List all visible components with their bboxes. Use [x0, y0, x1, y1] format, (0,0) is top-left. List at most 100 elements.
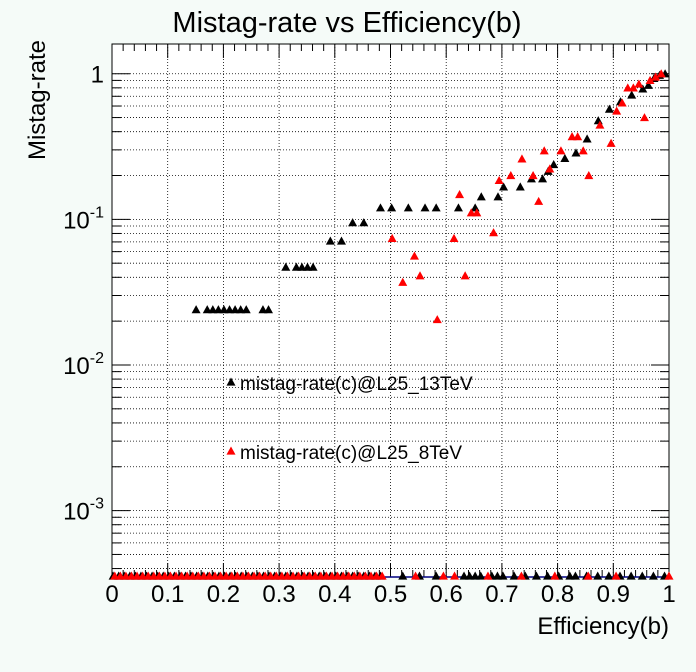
zero-marker: [583, 571, 593, 580]
data-point: [628, 83, 638, 92]
data-point: [617, 98, 627, 107]
zero-marker: [531, 571, 541, 580]
data-point: [643, 80, 653, 89]
data-point: [539, 146, 549, 155]
data-point: [281, 262, 291, 271]
x-tick-label: 0.4: [318, 581, 351, 608]
y-tick-label: 10-2: [63, 350, 104, 380]
y-tick-label: 10-3: [63, 496, 104, 526]
legend-label: mistag-rate(c)@L25_8TeV: [240, 443, 462, 464]
data-point: [489, 228, 499, 237]
data-point: [415, 271, 425, 280]
data-point: [472, 208, 482, 217]
data-point: [528, 171, 538, 180]
x-tick-label: 0.3: [262, 581, 295, 608]
data-point: [573, 132, 583, 141]
data-point: [604, 104, 614, 113]
data-point: [455, 190, 465, 199]
data-point: [398, 277, 408, 286]
zero-marker: [431, 571, 441, 580]
data-point: [612, 106, 622, 115]
data-point: [387, 233, 397, 242]
data-point: [325, 236, 335, 245]
y-axis-label: Mistag-rate: [24, 40, 51, 160]
data-point: [639, 113, 649, 122]
zero-marker: [611, 571, 621, 580]
x-tick-label: 0.6: [430, 581, 463, 608]
data-point: [403, 203, 413, 212]
data-point: [534, 196, 544, 205]
zero-marker: [450, 571, 460, 580]
zero-marker: [509, 571, 519, 580]
data-point: [241, 305, 251, 314]
zero-marker: [483, 571, 493, 580]
data-point: [348, 218, 358, 227]
zero-marker: [664, 571, 674, 580]
legend-label: mistag-rate(c)@L25_13TeV: [240, 374, 473, 395]
x-tick-label: 0.8: [541, 581, 574, 608]
data-point: [584, 171, 594, 180]
data-point: [634, 79, 644, 88]
zero-marker: [476, 571, 486, 580]
data-point: [420, 203, 430, 212]
zero-marker: [570, 571, 580, 580]
data-point: [638, 84, 648, 93]
data-point: [409, 251, 419, 260]
data-point: [460, 271, 470, 280]
data-point: [545, 164, 555, 173]
zero-marker: [398, 571, 408, 580]
x-tick-label: 0.7: [485, 581, 518, 608]
x-tick-label: 0.2: [207, 581, 240, 608]
axes: 0 0.1 0.2 0.3 0.4 0.5 0.6 0.7 0.8 0.9 1 10-3 10-2 10-…: [63, 44, 676, 608]
data-point: [515, 182, 525, 191]
grid: [112, 44, 669, 577]
data-point: [549, 160, 559, 169]
zero-marker: [648, 571, 658, 580]
zero-marker: [377, 571, 387, 580]
data-point: [449, 233, 459, 242]
zero-marker: [411, 571, 421, 580]
x-tick-label: 0.5: [374, 581, 407, 608]
y-tick-label: 10-1: [63, 204, 104, 234]
x-tick-label: 0: [105, 581, 118, 608]
data-point: [560, 153, 570, 163]
data-point: [432, 315, 442, 324]
data-point: [651, 72, 661, 81]
zero-marker: [516, 571, 526, 580]
data-point: [264, 305, 274, 314]
x-tick-label: 0.9: [597, 581, 630, 608]
data-point: [431, 203, 441, 212]
zero-marker: [637, 571, 647, 580]
data-point: [517, 154, 527, 163]
data-point: [336, 236, 346, 245]
zero-marker: [593, 571, 603, 580]
data-point: [387, 203, 397, 212]
zero-marker: [626, 571, 636, 580]
data-point: [627, 90, 637, 99]
data-point: [493, 192, 503, 201]
data-point: [499, 182, 509, 191]
x-tick-label: 1: [662, 581, 675, 608]
data-point: [556, 146, 566, 155]
data-point: [494, 175, 504, 185]
data-point: [578, 146, 588, 155]
zero-marker: [498, 571, 508, 580]
data-point: [453, 203, 463, 212]
data-point: [476, 192, 486, 201]
data-point: [606, 138, 616, 147]
data-point: [595, 120, 605, 129]
marks: [108, 69, 674, 580]
data-point: [538, 174, 548, 183]
data-point: [571, 148, 581, 157]
data-point: [656, 69, 666, 78]
legend: mistag-rate(c)@L25_13TeV mistag-rate(c)@L…: [226, 374, 473, 464]
data-point: [375, 203, 385, 212]
zero-marker: [604, 571, 614, 580]
legend-marker: [226, 446, 236, 455]
x-axis-label: Efficiency(b): [537, 613, 669, 640]
legend-marker: [226, 377, 236, 386]
chart-title: Mistag-rate vs Efficiency(b): [172, 7, 521, 39]
data-point: [191, 305, 201, 314]
zero-marker: [438, 571, 448, 580]
